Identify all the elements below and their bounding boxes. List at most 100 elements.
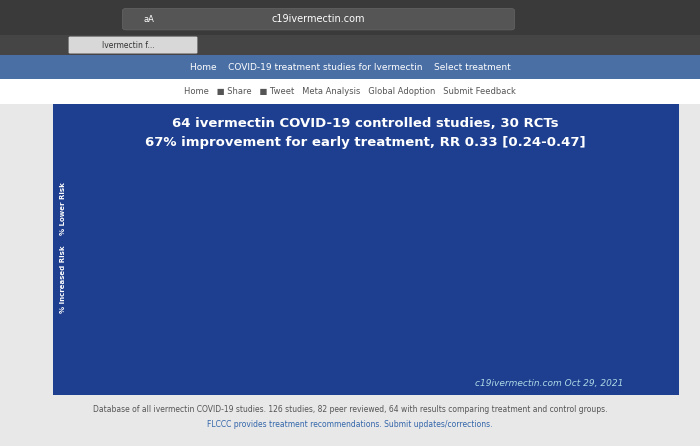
Text: 67% improvement for early treatment, RR 0.33 [0.24-0.47]: 67% improvement for early treatment, RR … [146, 136, 586, 149]
Bar [609, 173, 616, 260]
Text: Study: Study [248, 261, 253, 269]
Text: Nov 27: Nov 27 [293, 318, 318, 323]
Text: Study: Study [330, 261, 334, 269]
Bar [528, 190, 535, 260]
Bar [365, 197, 372, 260]
Text: Study: Study [239, 261, 244, 269]
Text: Study: Study [439, 261, 442, 269]
Text: aA: aA [144, 15, 155, 24]
Text: Study: Study [167, 261, 172, 269]
Bar [401, 217, 408, 260]
Text: Study: Study [502, 261, 506, 269]
Text: Study: Study [384, 261, 388, 269]
Bar [183, 197, 191, 260]
Bar [319, 222, 327, 260]
Text: Study: Study [176, 261, 180, 269]
Bar [536, 184, 544, 260]
Text: 1 in 100: 1 in 100 [134, 323, 162, 328]
Text: Study: Study [158, 261, 162, 269]
Bar [102, 249, 109, 260]
Bar [284, 190, 290, 260]
Bar [111, 186, 118, 260]
Text: 1 in 10 thousand: 1 in 10 thousand [276, 323, 335, 328]
Text: Study: Study [610, 261, 615, 269]
Text: c19ivermectin.com: c19ivermectin.com [272, 14, 365, 24]
Bar [174, 184, 182, 260]
Text: Study: Study [303, 261, 307, 269]
Text: Study: Study [204, 261, 207, 269]
Text: Feb 12: Feb 12 [405, 331, 428, 336]
Text: Study: Study [638, 261, 642, 269]
Bar [292, 184, 300, 260]
Bar [573, 168, 580, 260]
Text: Study: Study [321, 261, 325, 269]
Bar [265, 200, 272, 260]
Bar [274, 208, 281, 260]
Bar [554, 197, 562, 260]
Bar [446, 211, 454, 260]
Bar [346, 211, 354, 260]
Bar [419, 208, 426, 260]
Text: Study: Study [402, 261, 407, 269]
Text: Study: Study [348, 261, 352, 269]
Text: Study: Study [85, 261, 90, 269]
Text: Study: Study [574, 261, 578, 269]
Bar [301, 206, 309, 260]
Text: Study: Study [592, 261, 596, 269]
Bar [157, 193, 164, 260]
Text: Study: Study [538, 261, 542, 269]
Text: Study: Study [339, 261, 343, 269]
Text: Study: Study [547, 261, 551, 269]
Bar [473, 182, 480, 260]
Text: Study: Study [456, 261, 461, 269]
Text: Jan 6: Jan 6 [367, 318, 384, 323]
Bar [220, 182, 227, 260]
Text: Study: Study [520, 261, 524, 269]
Bar [202, 260, 209, 273]
Text: 1 in 100 thousand: 1 in 100 thousand [309, 336, 372, 341]
Bar [193, 211, 200, 260]
Text: Study: Study [312, 261, 316, 269]
Bar [211, 227, 218, 260]
Bar [130, 173, 136, 260]
Text: Home   ■ Share   ■ Tweet   Meta Analysis   Global Adoption   Submit Feedback: Home ■ Share ■ Tweet Meta Analysis Globa… [184, 87, 516, 96]
Bar [410, 200, 417, 260]
Text: Study: Study [484, 261, 488, 269]
Text: Study: Study [94, 261, 99, 269]
Bar [374, 182, 381, 260]
Bar [545, 176, 553, 260]
Text: Study: Study [113, 261, 117, 269]
Text: Ivermectin f...: Ivermectin f... [102, 41, 154, 50]
Bar [383, 190, 390, 260]
Text: Study: Study [230, 261, 235, 269]
Bar [582, 260, 589, 290]
Bar [482, 195, 489, 260]
Text: Study: Study [556, 261, 560, 269]
Text: Study: Study [475, 261, 479, 269]
Bar [564, 238, 571, 260]
Bar [654, 184, 662, 260]
Bar [618, 260, 625, 280]
Text: Probability results from
ineffective treatment: Probability results from ineffective tre… [83, 336, 147, 347]
Bar [247, 195, 254, 260]
Text: % Lower Risk: % Lower Risk [60, 182, 66, 235]
Bar [645, 236, 652, 260]
Text: Oct 9: Oct 9 [139, 318, 157, 323]
Text: Dec 7: Dec 7 [330, 331, 351, 336]
Text: Home    COVID-19 treatment studies for Ivermectin    Select treatment: Home COVID-19 treatment studies for Iver… [190, 62, 510, 72]
Text: Study: Study [583, 261, 587, 269]
Text: Study: Study [140, 261, 144, 269]
Text: Study: Study [357, 261, 361, 269]
Text: Study: Study [629, 261, 633, 269]
Text: Study: Study [375, 261, 379, 269]
Text: Study: Study [620, 261, 624, 269]
Text: Database of all ivermectin COVID-19 studies. 126 studies, 82 peer reviewed, 64 w: Database of all ivermectin COVID-19 stud… [92, 405, 608, 414]
Bar [519, 200, 526, 260]
Text: 1 in 10 million: 1 in 10 million [392, 336, 442, 341]
Text: Study: Study [511, 261, 515, 269]
Bar [328, 195, 336, 260]
Bar [93, 200, 100, 260]
Text: Study: Study [656, 261, 660, 269]
Bar [337, 200, 344, 260]
Bar [238, 168, 245, 260]
